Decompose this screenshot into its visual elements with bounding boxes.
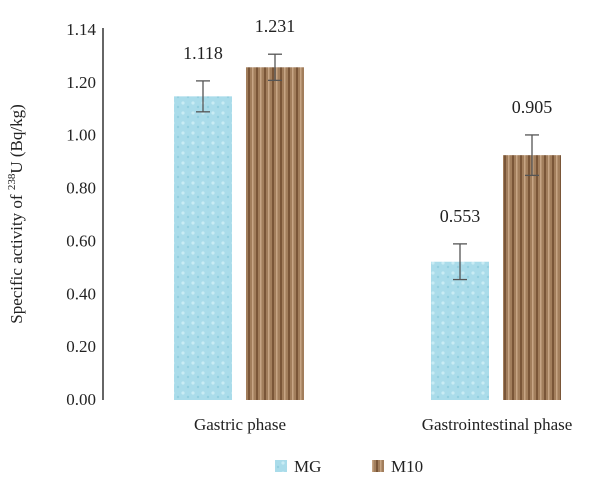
data-label: 1.118	[183, 43, 223, 63]
data-label: 0.553	[440, 206, 481, 226]
bar-m10	[246, 67, 304, 401]
legend-label-mg: MG	[294, 457, 321, 476]
x-category-label: Gastrointestinal phase	[422, 415, 573, 434]
data-label: 0.905	[512, 97, 553, 117]
y-tick-label: 0.20	[66, 337, 96, 356]
y-tick-label: 1.14	[66, 20, 96, 39]
y-tick-label: 1.20	[66, 73, 96, 92]
legend-swatch-m10	[372, 460, 384, 472]
bar-mg	[431, 261, 489, 400]
y-tick-label: 0.00	[66, 390, 96, 409]
data-label: 1.231	[255, 16, 296, 36]
y-tick-label: 1.00	[66, 126, 96, 145]
bar-mg	[174, 96, 232, 400]
legend-label-m10: M10	[391, 457, 423, 476]
bar-m10	[503, 155, 561, 400]
legend-swatch-mg	[275, 460, 287, 472]
x-category-label: Gastric phase	[194, 415, 286, 434]
y-axis-label: Specific activity of 238U (Bq/kg)	[6, 104, 26, 324]
y-tick-label: 0.60	[66, 231, 96, 250]
y-tick-label: 0.80	[66, 179, 96, 198]
legend: MG M10	[275, 457, 423, 476]
y-tick-label: 0.40	[66, 284, 96, 303]
